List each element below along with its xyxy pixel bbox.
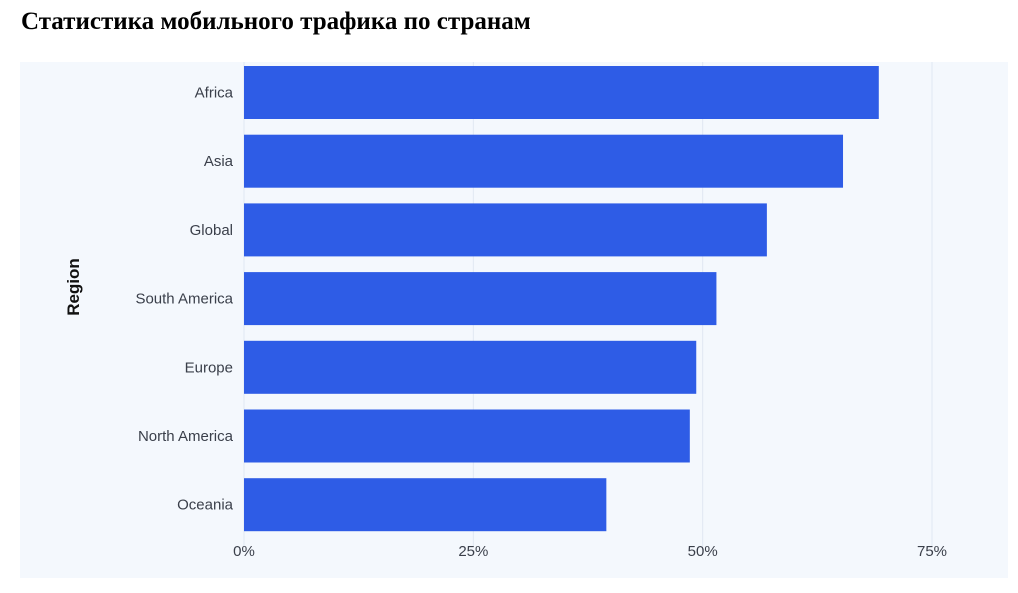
category-label: North America [138, 428, 234, 445]
bar [244, 272, 717, 326]
bar [244, 478, 607, 532]
bar [244, 134, 844, 188]
category-label: Europe [185, 359, 233, 376]
x-tick-label: 75% [917, 543, 947, 560]
bar [244, 66, 879, 119]
y-axis-title: Region [64, 258, 83, 316]
x-tick-label: 50% [688, 543, 718, 560]
x-tick-label: 25% [458, 543, 488, 560]
category-label: Oceania [177, 497, 234, 514]
category-label: Asia [204, 153, 234, 170]
x-tick-label: 0% [233, 543, 255, 560]
bar [244, 203, 767, 257]
bar [244, 340, 697, 394]
category-label: Global [190, 222, 233, 239]
bars [244, 66, 879, 532]
bar [244, 409, 690, 463]
page-title: Статистика мобильного трафика по странам [21, 8, 531, 35]
category-labels: Africa Asia Global South America Europe North… [135, 85, 233, 514]
x-tick-labels: 0% 25% 50% 75% [233, 543, 947, 560]
category-label: Africa [195, 85, 234, 102]
category-label: South America [135, 291, 233, 308]
